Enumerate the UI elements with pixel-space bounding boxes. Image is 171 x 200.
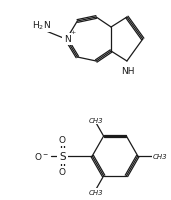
Text: +: + (71, 30, 76, 35)
Text: O: O (59, 168, 66, 177)
Text: N: N (64, 35, 71, 44)
Text: NH: NH (121, 67, 135, 76)
Text: S: S (59, 151, 66, 161)
Text: O$^-$: O$^-$ (34, 151, 49, 162)
Text: H$_2$N: H$_2$N (32, 20, 51, 32)
Text: CH3: CH3 (89, 118, 103, 123)
Text: O: O (59, 136, 66, 145)
Text: CH3: CH3 (89, 189, 103, 195)
Text: CH3: CH3 (153, 153, 167, 159)
